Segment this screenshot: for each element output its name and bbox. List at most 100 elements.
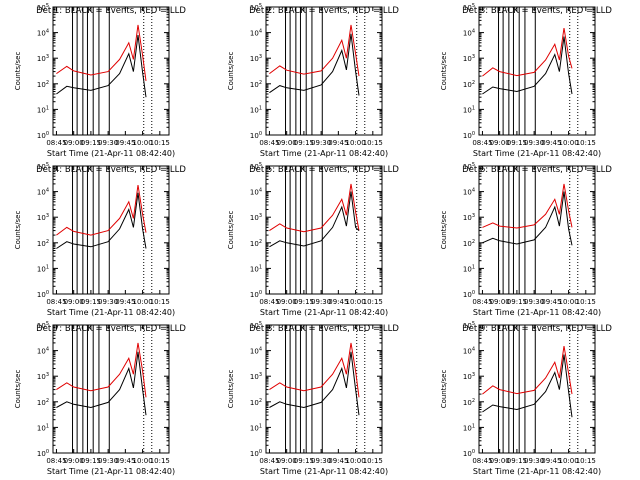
plot-frame: [265, 165, 383, 295]
detector-panel-2: Det 2: BLACK = Events, RED = LLD Counts/s…: [227, 3, 399, 158]
x-tick-label: 09:30: [524, 457, 544, 465]
panel-title: Det 3: BLACK = Events, RED = LLD: [462, 6, 612, 16]
y-tick-label: 103: [463, 372, 475, 381]
x-tick-label: 08:45: [472, 139, 492, 147]
x-tick-label: 10:15: [150, 139, 170, 147]
x-tick-label: 10:00: [558, 457, 578, 465]
x-tick-label: 09:00: [490, 457, 510, 465]
panel-title: Det 5: BLACK = Events, RED = LLD: [249, 165, 399, 175]
x-tick-label: 09:45: [115, 457, 135, 465]
x-tick-label: 09:30: [98, 139, 118, 147]
y-axis-label: Counts/sec: [227, 52, 235, 91]
panel-title: Det 9: BLACK = Events, RED = LLD: [462, 324, 612, 334]
x-tick-label: 09:30: [311, 298, 331, 306]
y-tick-label: 102: [463, 239, 475, 248]
series-line-events: [482, 191, 573, 246]
x-tick-label: 09:15: [81, 457, 101, 465]
plot-frame: [265, 324, 383, 454]
panel-title: Det 7: BLACK = Events, RED = LLD: [36, 324, 186, 334]
x-tick-label: 10:00: [345, 139, 365, 147]
x-tick-label: 10:15: [363, 139, 383, 147]
series-line-lld: [56, 342, 147, 398]
x-axis-label: Start Time (21-Apr-11 08:42:40): [473, 149, 601, 158]
y-axis-label: Counts/sec: [227, 370, 235, 409]
x-tick-label: 09:00: [490, 298, 510, 306]
y-tick-label: 102: [463, 80, 475, 89]
x-tick-label: 09:45: [328, 298, 348, 306]
x-tick-label: 09:15: [294, 139, 314, 147]
x-tick-label: 09:15: [81, 139, 101, 147]
y-tick-label: 104: [463, 188, 475, 197]
y-tick-label: 105: [463, 321, 475, 330]
x-tick-label: 08:45: [259, 298, 279, 306]
y-axis-label: Counts/sec: [14, 52, 22, 91]
x-tick-label: 10:00: [558, 139, 578, 147]
y-tick-label: 103: [250, 372, 262, 381]
y-tick-label: 104: [250, 188, 262, 197]
y-tick-label: 104: [37, 347, 49, 356]
y-tick-label: 102: [37, 239, 49, 248]
detector-panel-5: Det 5: BLACK = Events, RED = LLD Counts/s…: [227, 162, 399, 317]
y-tick-label: 101: [463, 423, 475, 432]
y-tick-label: 103: [463, 213, 475, 222]
y-tick-label: 105: [463, 3, 475, 12]
x-tick-label: 09:30: [98, 457, 118, 465]
x-tick-label: 08:45: [259, 457, 279, 465]
plot-frame: [52, 6, 170, 136]
x-axis-label: Start Time (21-Apr-11 08:42:40): [47, 467, 175, 476]
y-tick-label: 100: [37, 449, 49, 458]
y-tick-label: 101: [37, 423, 49, 432]
x-tick-label: 09:30: [98, 298, 118, 306]
y-tick-label: 101: [250, 423, 262, 432]
series-line-lld: [269, 183, 360, 233]
y-tick-label: 105: [250, 3, 262, 12]
y-tick-label: 101: [463, 264, 475, 273]
x-tick-label: 09:30: [311, 457, 331, 465]
x-tick-label: 09:00: [277, 457, 297, 465]
panel-title: Det 8: BLACK = Events, RED = LLD: [249, 324, 399, 334]
plot-frame: [478, 165, 596, 295]
x-tick-label: 10:00: [132, 139, 152, 147]
detector-panel-1: Det 1: BLACK = Events, RED = LLD Counts/s…: [14, 3, 186, 158]
series-line-lld: [56, 185, 147, 236]
y-tick-label: 103: [37, 54, 49, 63]
x-axis-label: Start Time (21-Apr-11 08:42:40): [47, 149, 175, 158]
x-tick-label: 09:30: [311, 139, 331, 147]
x-tick-label: 09:00: [277, 298, 297, 306]
y-tick-label: 101: [37, 264, 49, 273]
series-line-lld: [269, 24, 360, 77]
y-tick-label: 105: [463, 162, 475, 171]
y-tick-label: 102: [37, 80, 49, 89]
series-line-lld: [482, 183, 573, 229]
y-tick-label: 104: [37, 29, 49, 38]
plot-frame: [265, 6, 383, 136]
series-line-events: [269, 351, 360, 416]
x-tick-label: 09:45: [328, 457, 348, 465]
x-tick-label: 09:00: [277, 139, 297, 147]
detector-panel-4: Det 4: BLACK = Events, RED = LLD Counts/s…: [14, 162, 186, 317]
y-tick-label: 104: [250, 347, 262, 356]
y-tick-label: 100: [37, 290, 49, 299]
x-tick-label: 08:45: [46, 457, 66, 465]
x-tick-label: 08:45: [46, 298, 66, 306]
y-axis-label: Counts/sec: [14, 211, 22, 250]
y-tick-label: 105: [250, 162, 262, 171]
x-axis-label: Start Time (21-Apr-11 08:42:40): [260, 308, 388, 317]
x-axis-label: Start Time (21-Apr-11 08:42:40): [47, 308, 175, 317]
x-tick-label: 10:15: [576, 457, 596, 465]
y-tick-label: 100: [250, 131, 262, 140]
y-tick-label: 100: [37, 131, 49, 140]
series-line-lld: [482, 28, 573, 77]
y-tick-label: 105: [37, 3, 49, 12]
x-axis-label: Start Time (21-Apr-11 08:42:40): [473, 308, 601, 317]
x-tick-label: 08:45: [472, 457, 492, 465]
x-tick-label: 09:00: [64, 139, 84, 147]
detector-panel-6: Det 6: BLACK = Events, RED = LLD Counts/s…: [440, 162, 612, 317]
x-tick-label: 10:00: [558, 298, 578, 306]
x-tick-label: 09:30: [524, 298, 544, 306]
x-tick-label: 09:15: [507, 298, 527, 306]
detector-panel-9: Det 9: BLACK = Events, RED = LLD Counts/s…: [440, 321, 612, 476]
x-tick-label: 09:45: [541, 298, 561, 306]
x-tick-label: 09:45: [115, 139, 135, 147]
y-tick-label: 103: [37, 372, 49, 381]
